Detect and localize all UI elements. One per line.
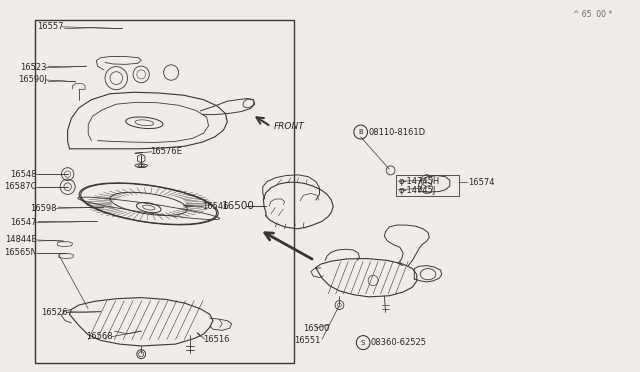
Text: 16574: 16574 [468, 178, 495, 187]
Text: 16590J: 16590J [18, 76, 47, 84]
Bar [396, 175, 459, 196]
Text: 08110-8161D: 08110-8161D [368, 128, 426, 137]
Text: ^ 65  00 *: ^ 65 00 * [573, 10, 612, 19]
Bar [35, 20, 294, 363]
Text: 16500: 16500 [303, 324, 330, 333]
Text: φ-14745H: φ-14745H [398, 177, 439, 186]
Text: 16516: 16516 [204, 335, 230, 344]
Text: 14844E: 14844E [6, 235, 37, 244]
Text: 16548: 16548 [11, 170, 37, 179]
Text: FRONT: FRONT [274, 122, 305, 131]
Text: 16546: 16546 [202, 202, 229, 211]
Text: 16551: 16551 [294, 336, 321, 344]
Text: 16568: 16568 [86, 332, 113, 341]
Text: 16576E: 16576E [150, 147, 182, 156]
Text: 16500: 16500 [222, 202, 255, 211]
Text: 16598: 16598 [31, 204, 57, 213]
Text: φ-14745J: φ-14745J [398, 186, 435, 195]
Text: 16523: 16523 [20, 63, 47, 72]
Text: 16565N: 16565N [4, 248, 37, 257]
Text: 16526: 16526 [41, 308, 68, 317]
Text: 16547: 16547 [11, 218, 37, 227]
Text: S: S [361, 340, 365, 346]
Text: 16587C: 16587C [4, 182, 37, 191]
Text: B: B [358, 129, 363, 135]
Text: 08360-62525: 08360-62525 [371, 338, 427, 347]
Text: 16557: 16557 [36, 22, 63, 31]
